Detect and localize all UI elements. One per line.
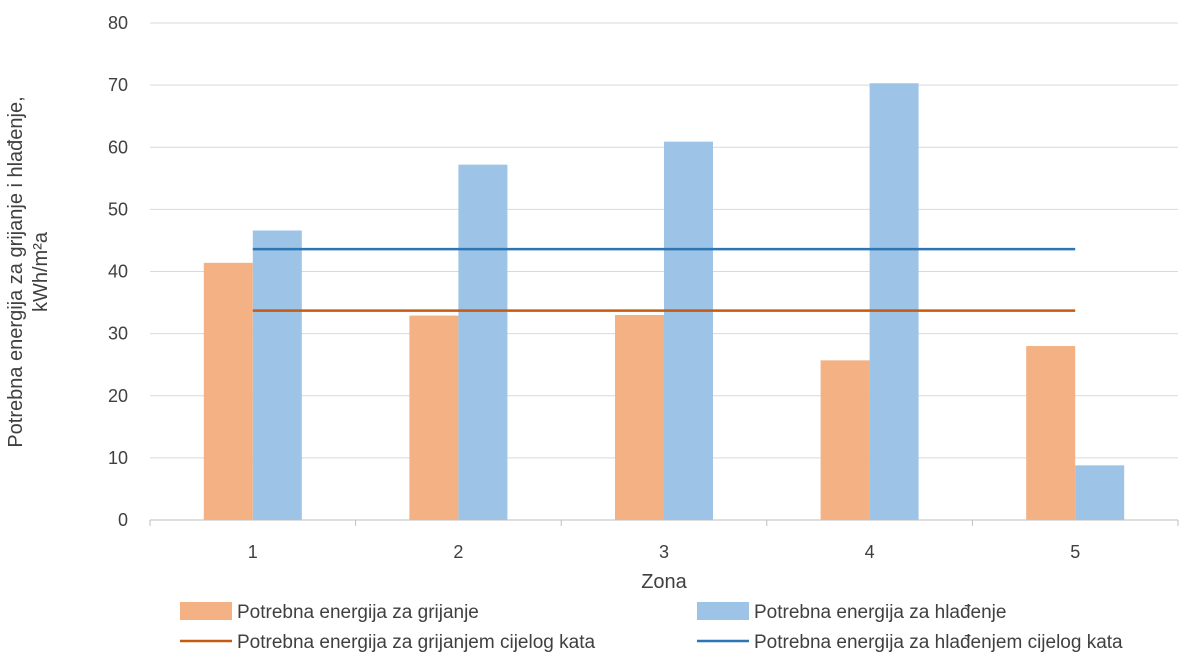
y-tick-label: 70 bbox=[108, 75, 128, 95]
bar-grijanje-zona-3 bbox=[615, 314, 664, 520]
y-axis-title-line1: Potrebna energija za grijanje i hlađenje… bbox=[5, 96, 27, 447]
legend-label: Potrebna energija za hlađenje bbox=[754, 602, 1006, 623]
bar-hladenje-zona-2 bbox=[458, 164, 508, 520]
legend-label: Potrebna energija za hlađenjem cijelog k… bbox=[754, 632, 1123, 653]
y-tick-label: 0 bbox=[118, 510, 128, 530]
legend-item: Potrebna energija za grijanjem cijelog k… bbox=[180, 632, 595, 653]
bar-hladenje-zona-5 bbox=[1075, 465, 1125, 520]
axes: 0 10 20 30 40 50 60 70 80 1 2 3 4 5 bbox=[108, 13, 1179, 562]
bar-grijanje-zona-5 bbox=[1026, 346, 1076, 520]
y-tick-label: 50 bbox=[108, 199, 128, 219]
bars bbox=[203, 83, 1125, 520]
legend-label: Potrebna energija za grijanje bbox=[237, 602, 479, 623]
y-tick-label: 30 bbox=[108, 324, 128, 344]
legend-swatch bbox=[180, 602, 232, 620]
legend: Potrebna energija za grijanje Potrebna en… bbox=[180, 602, 1123, 653]
x-tick-label: 4 bbox=[865, 542, 875, 562]
legend-swatch bbox=[697, 602, 749, 620]
bar-hladenje-zona-1 bbox=[252, 230, 302, 520]
x-tick-label: 3 bbox=[659, 542, 669, 562]
legend-item: Potrebna energija za hlađenjem cijelog k… bbox=[697, 632, 1123, 653]
bar-grijanje-zona-1 bbox=[203, 262, 253, 520]
x-tick-label: 1 bbox=[248, 542, 258, 562]
y-tick-label: 80 bbox=[108, 13, 128, 33]
x-tick-label: 2 bbox=[453, 542, 463, 562]
y-tick-label: 20 bbox=[108, 386, 128, 406]
bar-grijanje-zona-2 bbox=[409, 315, 459, 520]
legend-item: Potrebna energija za grijanje bbox=[180, 602, 479, 623]
reference-lines bbox=[252, 247, 1076, 312]
bar-hladenje-zona-4 bbox=[869, 83, 919, 520]
legend-label: Potrebna energija za grijanjem cijelog k… bbox=[237, 632, 595, 653]
bar-hladenje-zona-3 bbox=[664, 141, 713, 520]
y-axis-title-line2: kWh/m²a bbox=[30, 231, 52, 312]
bar-grijanje-zona-4 bbox=[820, 360, 870, 520]
y-tick-label: 40 bbox=[108, 262, 128, 282]
y-tick-label: 60 bbox=[108, 137, 128, 157]
x-axis-title: Zona bbox=[641, 571, 687, 593]
x-tick-label: 5 bbox=[1070, 542, 1080, 562]
legend-item: Potrebna energija za hlađenje bbox=[697, 602, 1006, 623]
y-tick-label: 10 bbox=[108, 448, 128, 468]
